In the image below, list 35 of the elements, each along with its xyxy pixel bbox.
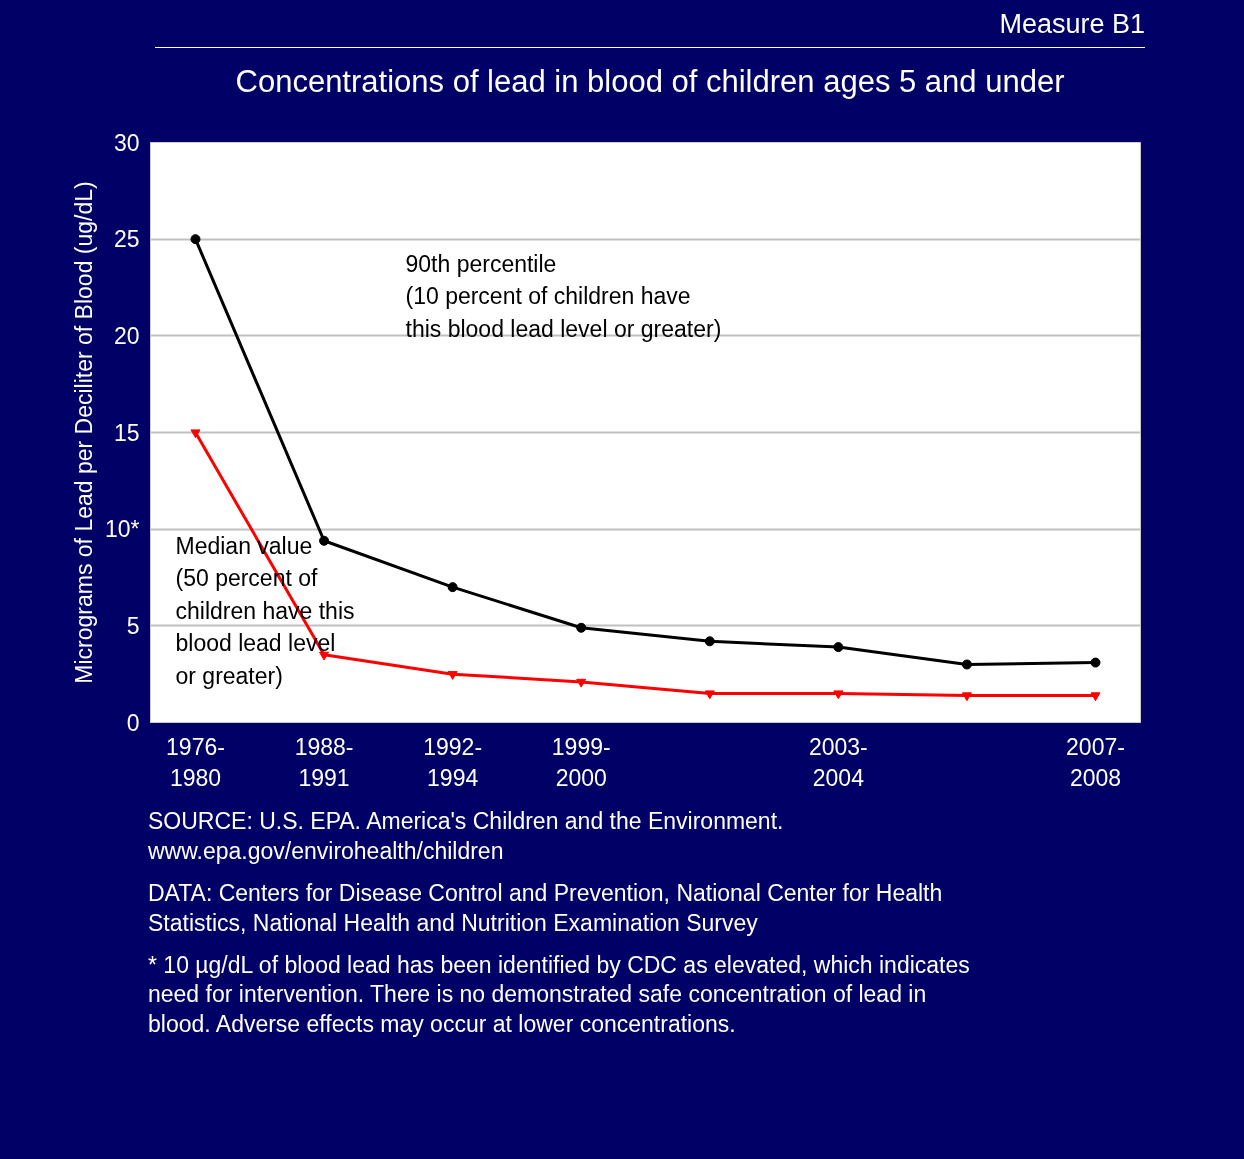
x-tick-label: 2007- 2008: [1066, 733, 1125, 791]
x-tick-label: 1988- 1991: [294, 733, 354, 791]
x-tick-label: 1976- 1980: [166, 733, 225, 791]
point: [704, 636, 715, 647]
text: DATA: Centers for Disease Control and Prevention, National Center for Health Statistics, National Health and Nutrition Examination Survey: [148, 878, 944, 938]
point: [1090, 692, 1101, 702]
point: [961, 692, 972, 702]
point: [833, 642, 844, 653]
point: [961, 659, 972, 670]
point: [319, 535, 330, 546]
y-axis-title: Micrograms of Lead per Deciliter of Blood (ug/dL): [70, 181, 97, 684]
y-tick-label: 25: [113, 226, 140, 253]
point: [576, 678, 587, 688]
annotation: 90th percentile (10 percent of children have this blood lead level or greater): [405, 250, 722, 342]
point: [190, 429, 201, 439]
x-tick-label: 2003- 2004: [808, 733, 868, 791]
point: [1090, 657, 1101, 668]
point: [704, 690, 715, 700]
y-tick-label: 30: [113, 129, 140, 156]
chart-subtitle: Measure B1: [155, 5, 1145, 48]
y-tick-label: 10*: [104, 516, 140, 543]
point: [190, 234, 201, 245]
source-note: SOURCE: U.S. EPA. America's Children and the Environment. www.epa.gov/envirohealth/children: [148, 807, 785, 866]
text: * 10 µg/dL of blood lead has been identified by CDC as elevated, which indicates need for intervention. There is no demonstrated safe concentration of lead in blood. Adverse effects may occur at lower concentrations.: [148, 950, 971, 1040]
point: [447, 582, 458, 593]
point: [447, 671, 458, 680]
point: [576, 622, 587, 633]
point: [833, 690, 844, 700]
y-tick-label: 15: [113, 419, 140, 446]
x-tick-label: 1992- 1994: [423, 733, 483, 791]
y-tick-label: 0: [126, 709, 140, 736]
y-tick-label: 20: [113, 322, 140, 349]
x-tick-label: 1999- 2000: [551, 733, 611, 791]
y-tick-label: 5: [126, 612, 140, 639]
chart-title: Concentrations of lead in blood of children ages 5 and under: [234, 62, 1066, 101]
